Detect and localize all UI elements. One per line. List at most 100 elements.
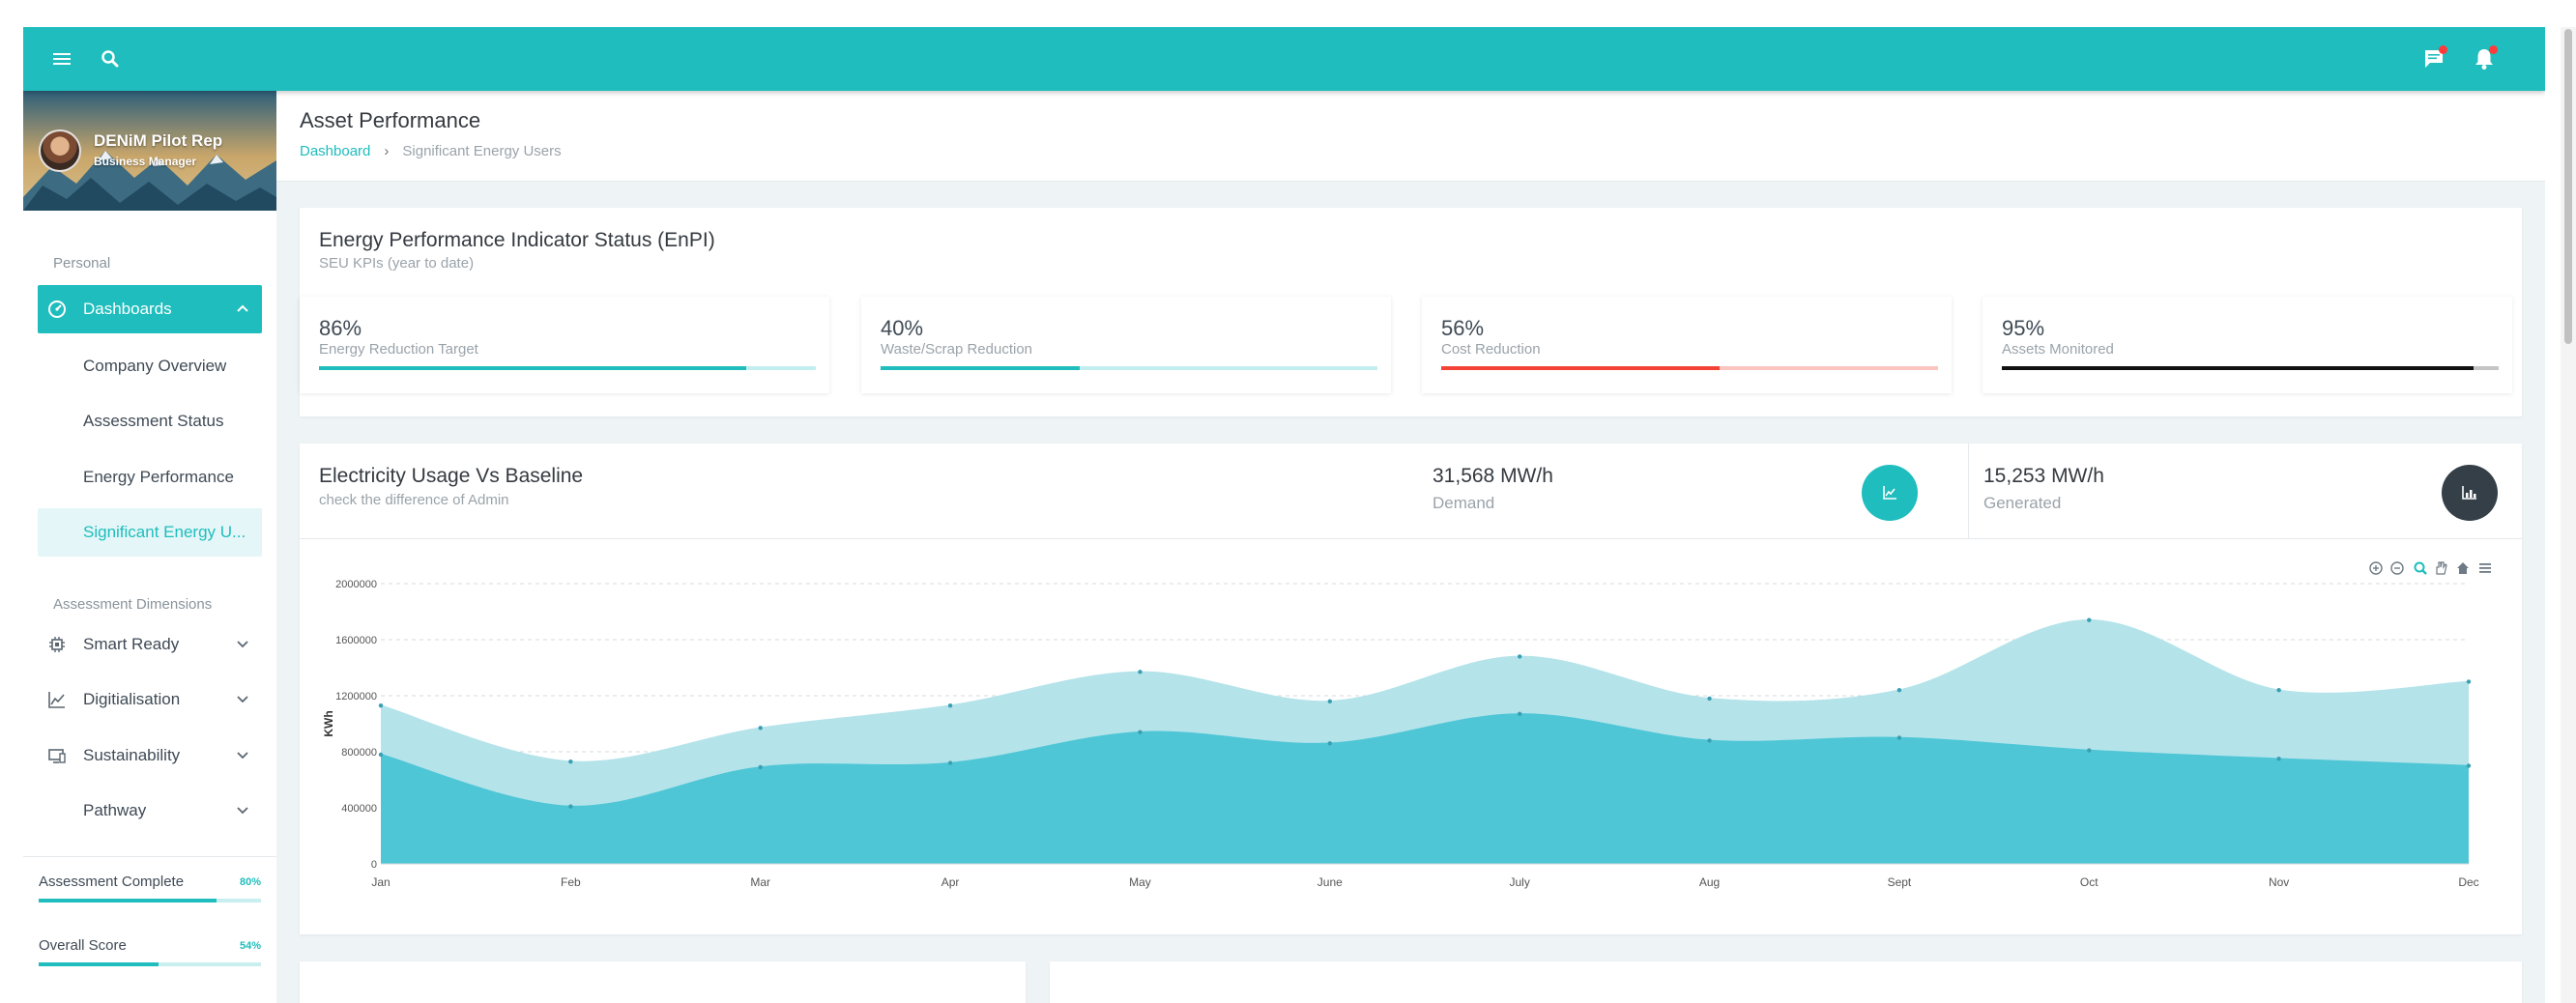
kpi-progress-fill	[881, 366, 1080, 370]
line-chart-icon[interactable]	[1862, 465, 1918, 521]
divider	[23, 856, 276, 857]
kpi-progress-fill	[319, 366, 747, 370]
series-2-area	[381, 713, 2469, 864]
chevron-up-icon	[235, 301, 250, 316]
vertical-scrollbar[interactable]	[2561, 27, 2576, 1003]
series-1-point	[378, 702, 384, 708]
sidebar-item-company-overview[interactable]: Company Overview	[38, 342, 262, 390]
bell-icon[interactable]	[2469, 43, 2500, 74]
page-header: Asset Performance Dashboard › Significan…	[276, 91, 2545, 182]
area-chart-icon	[47, 690, 67, 709]
x-tick-label: Oct	[2080, 875, 2098, 889]
kpi-label: Energy Reduction Target	[319, 341, 478, 358]
x-tick-label: May	[1129, 875, 1151, 889]
stat-divider	[1968, 444, 1969, 538]
overall-score-value: 54%	[239, 940, 261, 952]
breadcrumb-current: Significant Energy Users	[402, 143, 562, 159]
sidebar-item-label: Significant Energy U...	[83, 523, 246, 541]
series-1-point	[1327, 699, 1333, 703]
hamburger-icon[interactable]	[46, 43, 77, 74]
y-tick-label: 0	[371, 859, 377, 871]
selection-zoom-icon[interactable]	[2414, 561, 2427, 575]
series-2-point	[1138, 730, 1143, 734]
kpi-progress-bar	[1441, 366, 1938, 370]
overall-score-label: Overall Score	[39, 937, 127, 954]
bell-notification-badge	[2489, 45, 2498, 54]
series-2-point	[947, 760, 953, 765]
series-1-point	[568, 759, 573, 764]
kpi-card: 40% Waste/Scrap Reduction	[861, 297, 1391, 393]
breadcrumb-link-dashboard[interactable]: Dashboard	[300, 143, 371, 159]
x-tick-label: Dec	[2458, 875, 2478, 889]
sidebar-item-significant-energy-users[interactable]: Significant Energy U...	[38, 508, 262, 557]
profile-banner: DENiM Pilot Rep Business Manager	[23, 91, 276, 211]
generated-value: 15,253 MW/h	[1983, 465, 2104, 487]
assessment-complete-bar	[39, 899, 261, 903]
series-2-point	[2466, 763, 2472, 768]
pan-hand-icon[interactable]	[2436, 561, 2447, 575]
bar-chart-icon[interactable]	[2442, 465, 2498, 521]
chip-icon	[47, 635, 67, 654]
y-axis-label: KWh	[322, 710, 335, 736]
x-tick-label: June	[1317, 875, 1343, 889]
series-2-point	[758, 764, 763, 770]
sidebar-item-sustainability[interactable]: Sustainability	[38, 731, 262, 780]
kpi-value: 86%	[319, 316, 362, 340]
series-1-point	[947, 702, 953, 708]
x-tick-label: Mar	[750, 875, 770, 889]
series-1-point	[1138, 670, 1143, 674]
reset-home-icon[interactable]	[2457, 562, 2469, 574]
series-2-point	[568, 804, 573, 809]
avatar[interactable]	[39, 129, 81, 172]
sidebar-item-dashboards[interactable]: Dashboards	[38, 285, 262, 333]
zoom-out-icon[interactable]	[2390, 561, 2404, 575]
search-icon[interactable]	[95, 43, 126, 74]
breadcrumb: Dashboard › Significant Energy Users	[300, 143, 562, 159]
x-tick-label: July	[1510, 875, 1530, 889]
assessment-complete-value: 80%	[239, 876, 261, 888]
kpi-label: Cost Reduction	[1441, 341, 1541, 358]
section-label-personal: Personal	[53, 255, 111, 272]
bottom-card-left	[300, 961, 1026, 1003]
profile-name[interactable]: DENiM Pilot Rep	[94, 131, 223, 150]
series-2-line	[380, 713, 2470, 808]
kpi-value: 40%	[881, 316, 924, 340]
series-2-point	[2087, 748, 2092, 753]
generated-label: Generated	[1983, 494, 2062, 512]
sidebar-item-digitialisation[interactable]: Digitialisation	[38, 675, 262, 724]
card-divider	[300, 538, 2522, 539]
x-tick-label: Aug	[1699, 875, 1720, 889]
series-1-point	[758, 726, 763, 731]
chevron-down-icon	[235, 747, 250, 762]
series-2-point	[1327, 741, 1333, 746]
sidebar-item-label: Sustainability	[83, 746, 181, 764]
electricity-area-chart: 2000000 1600000 1200000 800000 400000 0 KWh Jan…	[322, 561, 2491, 889]
sidebar-item-assessment-status[interactable]: Assessment Status	[38, 397, 262, 445]
series-2-point	[2276, 757, 2281, 761]
kpi-label: Waste/Scrap Reduction	[881, 341, 1033, 358]
assessment-complete-fill	[39, 899, 217, 903]
y-tick-label: 1200000	[335, 691, 377, 702]
dashboard-gauge-icon	[47, 300, 67, 319]
zoom-in-icon[interactable]	[2369, 561, 2383, 575]
series-1-point	[2276, 688, 2281, 693]
y-tick-label: 800000	[341, 747, 377, 759]
main-content: Asset Performance Dashboard › Significan…	[276, 91, 2545, 1003]
chevron-down-icon	[235, 636, 250, 651]
demand-value: 31,568 MW/h	[1433, 465, 1553, 487]
top-bar	[23, 27, 2545, 91]
kpi-card: 56% Cost Reduction	[1422, 297, 1952, 393]
series-1-point	[2087, 617, 2092, 622]
x-tick-label: Apr	[941, 875, 960, 889]
scrollbar-thumb[interactable]	[2564, 29, 2572, 344]
mountain-banner-image	[23, 91, 276, 211]
sidebar-item-pathway[interactable]: Pathway	[38, 787, 262, 835]
chat-icon[interactable]	[2418, 43, 2449, 74]
chart-menu-icon[interactable]	[2479, 563, 2491, 573]
sidebar-item-energy-performance[interactable]: Energy Performance	[38, 453, 262, 502]
kpi-progress-fill	[1441, 366, 1720, 370]
sidebar-item-smart-ready[interactable]: Smart Ready	[38, 620, 262, 669]
x-tick-label: Feb	[561, 875, 581, 889]
kpi-value: 56%	[1441, 316, 1485, 340]
kpi-card: 95% Assets Monitored	[1983, 297, 2512, 393]
